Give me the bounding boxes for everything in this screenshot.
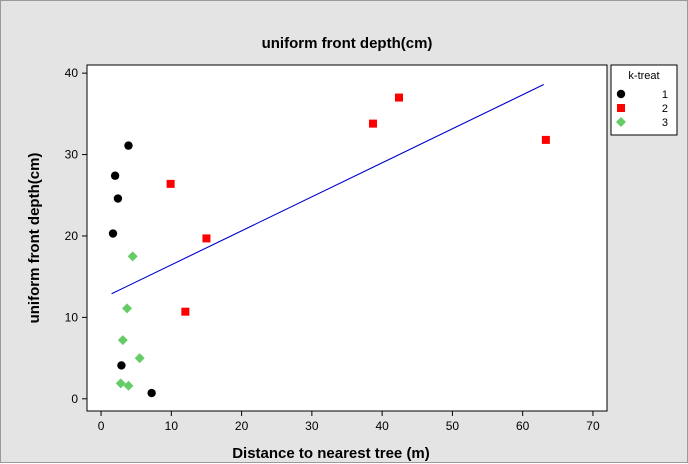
x-tick-label: 10 — [165, 419, 179, 433]
data-point-series-1 — [113, 194, 123, 203]
data-point-series-2 — [202, 234, 211, 243]
x-tick-label: 30 — [305, 419, 319, 433]
fit-line — [111, 84, 544, 295]
chart-title: uniform front depth(cm) — [262, 35, 433, 52]
data-point-series-3 — [115, 378, 126, 389]
legend-title: k-treat — [628, 70, 659, 82]
x-axis: 0 10 20 30 40 50 60 70 — [98, 411, 600, 433]
data-point-series-3 — [127, 251, 138, 262]
legend: k-treat 1 2 3 — [610, 64, 678, 136]
legend-label-3: 3 — [662, 117, 668, 129]
data-point-series-2 — [181, 307, 190, 316]
y-tick-label: 0 — [71, 392, 78, 406]
data-point-series-3 — [122, 303, 133, 314]
legend-items: 1 2 3 — [616, 89, 668, 129]
data-point-series-1 — [108, 229, 118, 238]
y-axis-label: uniform front depth(cm) — [26, 153, 43, 324]
x-tick-label: 70 — [586, 419, 600, 433]
plot-area — [86, 64, 608, 412]
data-point-series-1 — [124, 141, 133, 150]
x-tick-label: 40 — [375, 419, 389, 433]
data-point-series-2 — [541, 135, 550, 144]
x-tick-label: 60 — [516, 419, 530, 433]
x-axis-label: Distance to nearest tree (m) — [232, 445, 430, 462]
data-point-series-1 — [110, 171, 120, 180]
legend-marker-3 — [616, 117, 626, 127]
y-tick-label: 10 — [65, 310, 79, 324]
data-point-series-2 — [395, 93, 403, 102]
x-tick-label: 20 — [235, 419, 249, 433]
x-tick-label: 0 — [98, 419, 105, 433]
y-axis: 0 10 20 30 40 — [65, 66, 87, 406]
data-points — [108, 93, 550, 398]
data-point-series-2 — [369, 119, 377, 128]
legend-label-1: 1 — [662, 89, 668, 101]
legend-marker-2 — [617, 104, 625, 112]
y-tick-label: 40 — [65, 66, 79, 80]
data-point-series-2 — [166, 179, 175, 188]
data-point-series-1 — [147, 388, 156, 398]
data-point-series-3 — [134, 353, 145, 364]
y-tick-label: 30 — [65, 148, 79, 162]
y-tick-label: 20 — [65, 229, 79, 243]
legend-marker-1 — [616, 89, 626, 99]
legend-label-2: 2 — [662, 103, 668, 115]
data-point-series-3 — [117, 335, 128, 346]
data-point-series-1 — [117, 361, 126, 370]
regression-line-group — [111, 84, 544, 295]
x-tick-label: 50 — [446, 419, 460, 433]
data-point-series-3 — [123, 380, 134, 391]
